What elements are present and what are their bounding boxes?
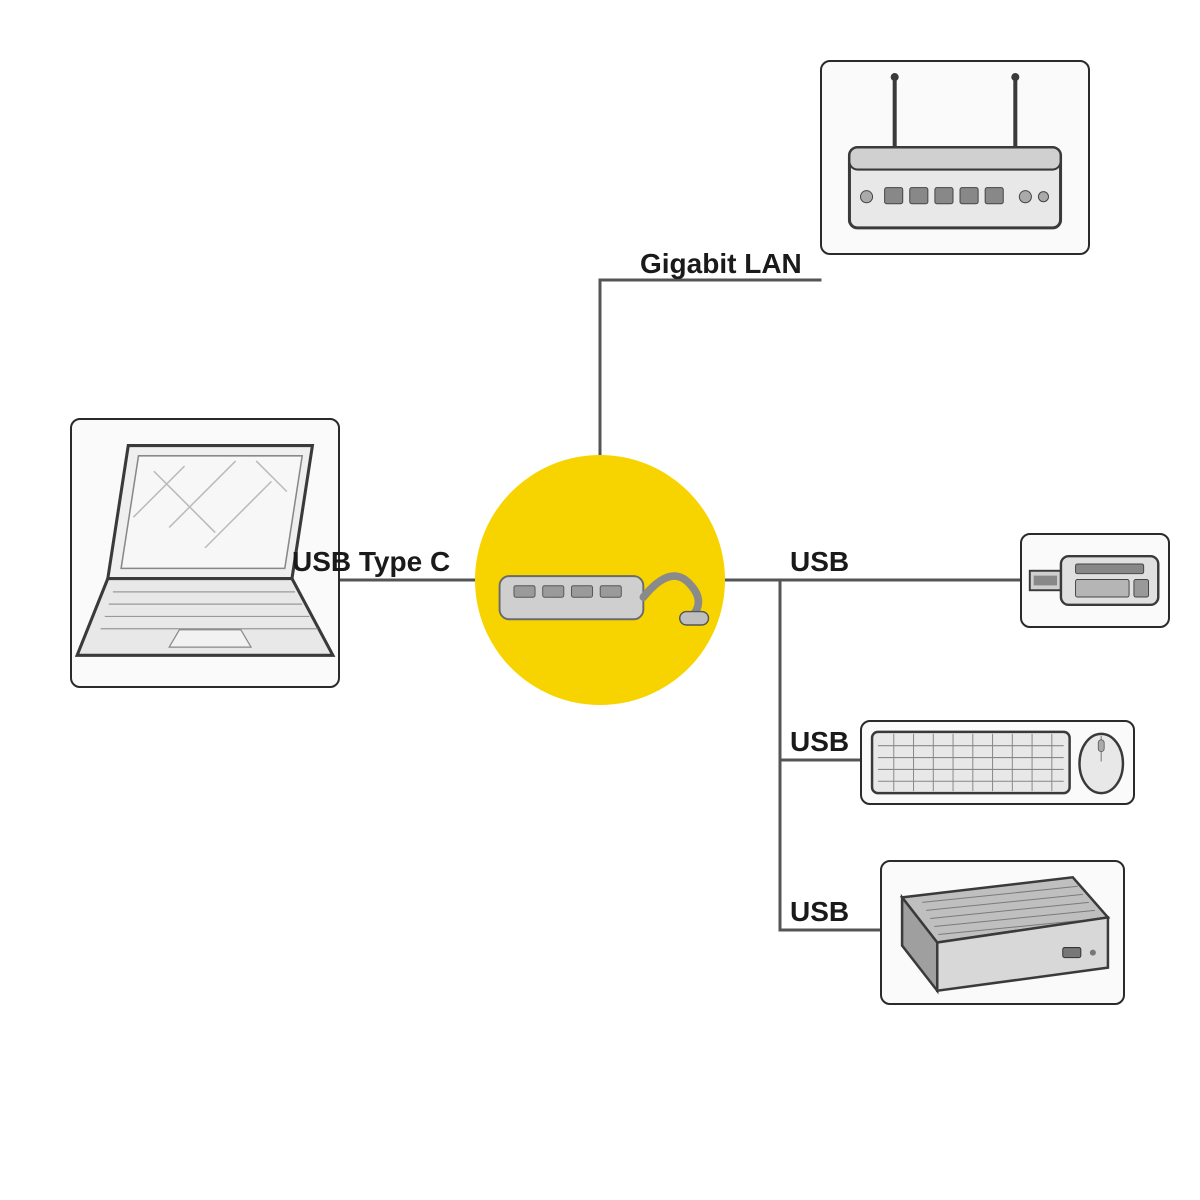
keyboard-mouse-icon bbox=[860, 720, 1135, 805]
external-drive-icon bbox=[880, 860, 1125, 1005]
usb-card-reader-icon bbox=[1020, 533, 1170, 628]
router-device-icon bbox=[820, 60, 1090, 255]
usb-label-3: USB bbox=[790, 896, 849, 928]
diagram-canvas: USB Type C Gigabit LAN USB USB USB bbox=[0, 0, 1200, 1200]
usb-label-1: USB bbox=[790, 546, 849, 578]
usb-label-2: USB bbox=[790, 726, 849, 758]
usb-type-c-label: USB Type C bbox=[292, 546, 450, 578]
usb-hub-device-icon bbox=[490, 533, 720, 648]
gigabit-lan-label: Gigabit LAN bbox=[640, 248, 802, 280]
